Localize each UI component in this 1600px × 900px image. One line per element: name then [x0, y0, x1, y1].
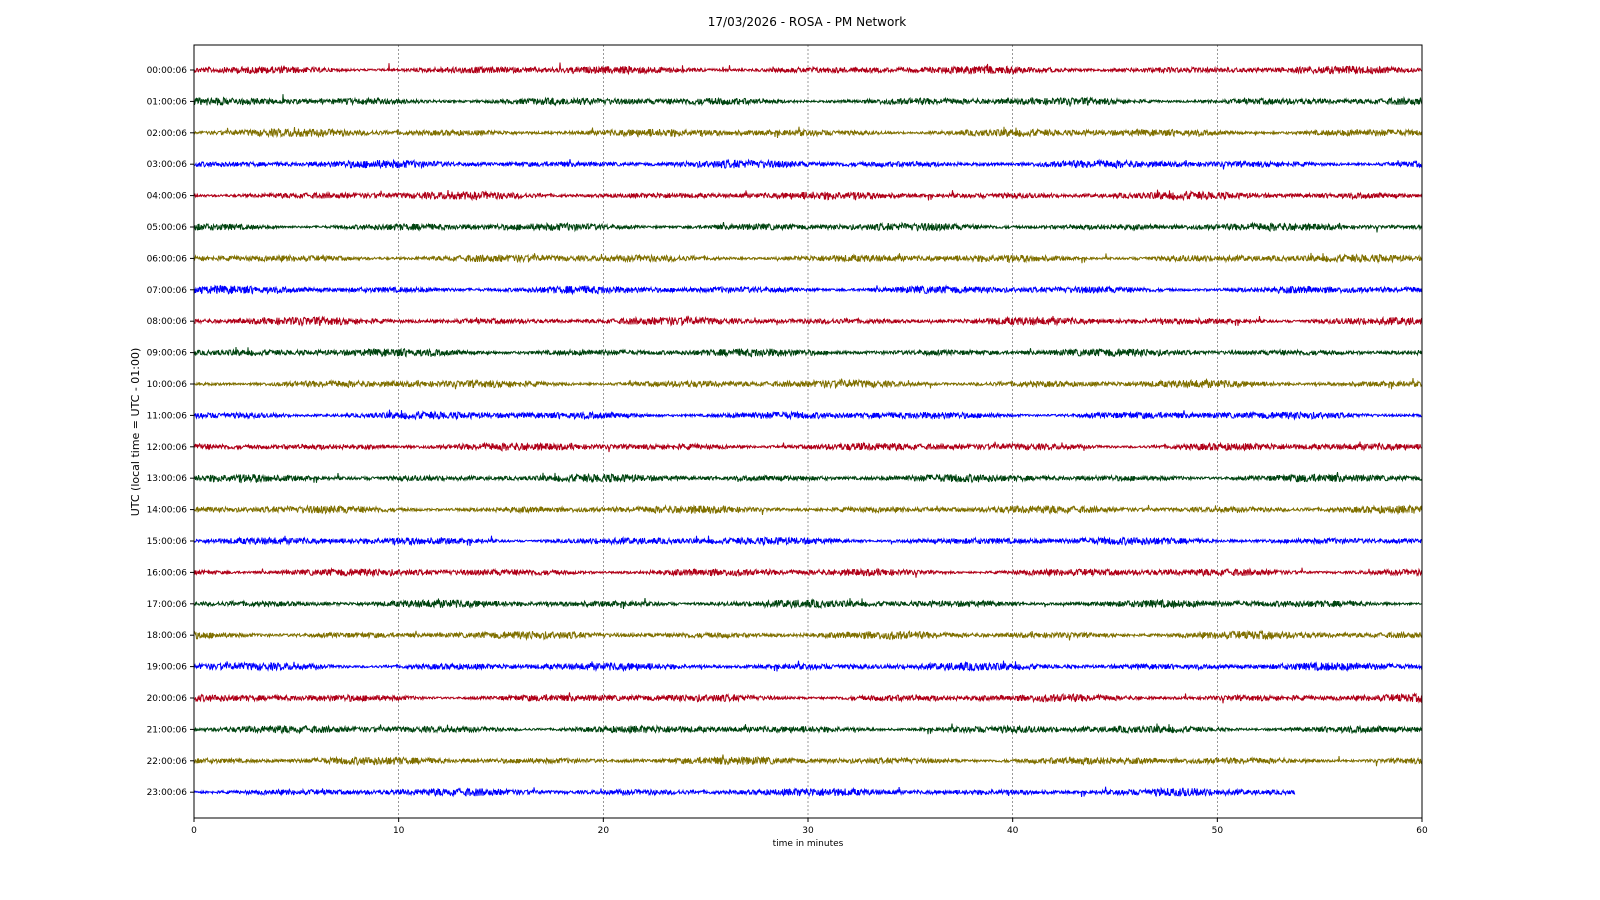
y-tick-label: 04:00:06	[147, 192, 188, 202]
y-tick-label: 02:00:06	[147, 129, 188, 139]
y-tick-label: 13:00:06	[147, 474, 188, 484]
y-tick-label: 14:00:06	[147, 506, 188, 516]
trace-line	[193, 472, 1423, 484]
trace-line	[193, 567, 1423, 578]
y-tick-label: 18:00:06	[147, 631, 188, 641]
trace-line	[193, 409, 1423, 421]
trace-line	[193, 692, 1423, 704]
trace-line	[193, 126, 1423, 139]
trace-line	[193, 284, 1423, 296]
trace-line	[193, 598, 1423, 610]
y-tick-label: 01:00:06	[147, 97, 188, 107]
y-tick-label: 16:00:06	[147, 568, 188, 578]
trace-line	[193, 786, 1296, 798]
y-tick-label: 10:00:06	[147, 380, 188, 390]
y-tick-label: 05:00:06	[147, 223, 188, 233]
y-tick-label: 21:00:06	[147, 725, 188, 735]
trace-line	[193, 441, 1423, 453]
trace-line	[193, 723, 1423, 735]
trace-line	[193, 754, 1423, 767]
trace-line	[193, 629, 1423, 641]
trace-line	[193, 378, 1423, 390]
y-tick-label: 08:00:06	[147, 317, 188, 327]
traces	[193, 62, 1423, 798]
trace-line	[193, 346, 1423, 358]
y-tick-labels: 00:00:06 01:00:06 02:00:06 03:00:06 04:00:06…	[147, 66, 194, 798]
y-tick-label: 00:00:06	[147, 66, 188, 76]
chart-title: 17/03/2026 - ROSA - PM Network	[708, 15, 906, 29]
x-tick-label: 10	[393, 826, 405, 836]
x-tick-label: 50	[1212, 826, 1224, 836]
x-tick-label: 40	[1007, 826, 1019, 836]
y-tick-label: 11:00:06	[147, 411, 188, 421]
trace-line	[193, 535, 1423, 547]
trace-line	[193, 62, 1423, 76]
trace-line	[193, 158, 1423, 170]
y-tick-label: 20:00:06	[147, 694, 188, 704]
y-tick-label: 09:00:06	[147, 349, 188, 359]
y-tick-label: 07:00:06	[147, 286, 188, 296]
trace-line	[193, 252, 1423, 265]
y-axis-label: UTC (local time = UTC - 01:00)	[129, 348, 142, 517]
trace-line	[193, 660, 1423, 673]
y-tick-label: 19:00:06	[147, 663, 188, 673]
y-tick-label: 03:00:06	[147, 160, 188, 170]
trace-line	[193, 504, 1423, 516]
y-tick-label: 15:00:06	[147, 537, 188, 547]
x-tick-label: 30	[802, 826, 814, 836]
y-tick-label: 12:00:06	[147, 443, 188, 453]
x-tick-labels: 0 10 20 30 40 50 60	[191, 818, 1428, 836]
trace-line	[193, 221, 1423, 233]
trace-line	[193, 315, 1423, 327]
y-tick-label: 23:00:06	[147, 788, 188, 798]
trace-line	[193, 189, 1423, 202]
x-grid	[398, 45, 1218, 818]
x-axis-label: time in minutes	[773, 839, 844, 849]
x-tick-label: 20	[598, 826, 610, 836]
y-tick-label: 22:00:06	[147, 757, 188, 767]
y-tick-label: 06:00:06	[147, 254, 188, 264]
y-tick-label: 17:00:06	[147, 600, 188, 610]
trace-line	[193, 94, 1423, 107]
x-tick-label: 60	[1416, 826, 1428, 836]
x-tick-label: 0	[191, 826, 197, 836]
